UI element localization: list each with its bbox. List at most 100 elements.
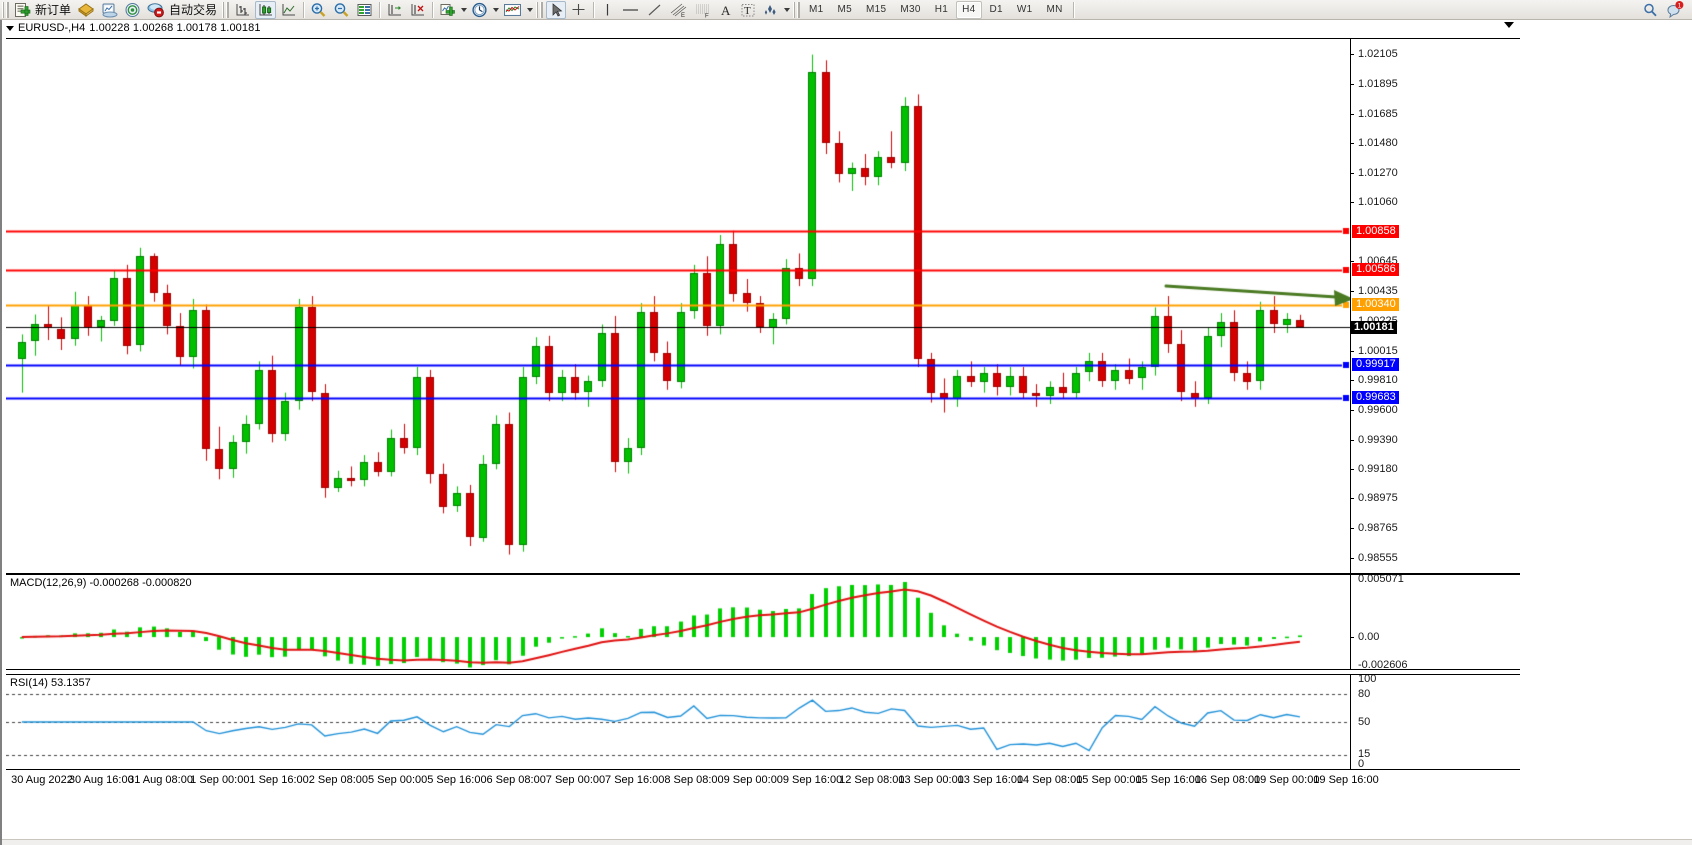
price-level-tag-last-price[interactable]: 1.00181 [1350, 320, 1397, 334]
macd-label: MACD(12,26,9) -0.000268 -0.000820 [10, 577, 192, 589]
crosshair-icon [572, 3, 585, 15]
chart-symbol-label: EURUSD-,H4 [18, 22, 86, 34]
price-level-tag-resistance[interactable]: 1.00586 [1352, 263, 1399, 277]
data-window-button[interactable] [354, 1, 375, 19]
line-chart-button[interactable] [278, 1, 299, 19]
chart-shift-icon [388, 3, 402, 15]
price-level-tag-resistance[interactable]: 1.00858 [1352, 224, 1399, 238]
candlestick-chart-icon [259, 3, 273, 15]
text-icon: T [741, 3, 755, 17]
signals-icon [125, 2, 140, 17]
trendline-button[interactable] [644, 1, 665, 19]
auto-scroll-icon [411, 3, 425, 15]
equidistant-channel-button[interactable]: E [667, 1, 690, 19]
time-tick: 8 Sep 08:00 [664, 774, 724, 786]
notification-count: 1 [1678, 3, 1682, 10]
autotrading-button[interactable] [145, 1, 167, 19]
rsi-axis[interactable]: 100 80 50 15 0 [1350, 675, 1520, 769]
chart-shift-button[interactable] [384, 1, 405, 19]
svg-text:F: F [705, 13, 709, 18]
price-canvas[interactable] [6, 39, 1350, 573]
toolbar-grip-3[interactable] [536, 1, 544, 18]
time-tick: 15 Sep 00:00 [1076, 774, 1142, 786]
timeframe-m5[interactable]: M5 [837, 4, 853, 15]
time-tick: 9 Sep 00:00 [723, 774, 783, 786]
timeframe-m30[interactable]: M30 [900, 4, 921, 15]
expert-advisor-button[interactable] [75, 1, 97, 19]
time-axis[interactable]: 30 Aug 2022 30 Aug 16:00 31 Aug 08:00 1 Sep… [6, 772, 1520, 790]
vertical-line-button[interactable] [598, 1, 617, 19]
text-button[interactable]: T [738, 1, 758, 19]
indicators-button[interactable] [437, 1, 458, 19]
rsi-canvas[interactable] [6, 675, 1350, 769]
time-tick: 7 Sep 16:00 [605, 774, 665, 786]
signals-button[interactable] [122, 1, 143, 19]
bar-chart-button[interactable] [232, 1, 253, 19]
timeframe-h4[interactable]: H4 [956, 0, 982, 19]
timeframe-d1[interactable]: D1 [989, 4, 1003, 15]
cursor-button[interactable] [546, 0, 567, 19]
new-order-icon [15, 2, 31, 17]
time-tick: 30 Aug 2022 [11, 774, 73, 786]
time-tick: 15 Sep 16:00 [1135, 774, 1201, 786]
indicators-dropdown-caret[interactable] [459, 8, 468, 12]
toolbar-grip[interactable] [2, 1, 9, 18]
macd-axis[interactable]: 0.005071 0.00 -0.002606 [1350, 575, 1520, 669]
timeframe-m1[interactable]: M1 [809, 4, 824, 15]
crosshair-button[interactable] [568, 1, 589, 19]
notification-icon: 1 [1667, 1, 1684, 18]
time-tick: 7 Sep 00:00 [545, 774, 606, 786]
new-order-label[interactable]: 新订单 [35, 2, 72, 17]
timeframe-mn[interactable]: MN [1046, 4, 1063, 15]
autotrading-icon [147, 2, 164, 17]
price-level-tag-support[interactable]: 0.99683 [1352, 391, 1399, 405]
macd-pane[interactable]: MACD(12,26,9) -0.000268 -0.000820 0.0050… [6, 574, 1520, 670]
timeframe-m15[interactable]: M15 [866, 4, 887, 15]
chart-ohlc-label: 1.00228 1.00268 1.00178 1.00181 [89, 22, 261, 34]
templates-button[interactable] [501, 1, 524, 19]
price-axis[interactable]: 1.02105 1.01895 1.01685 1.01480 1.01270 1.010… [1350, 39, 1520, 573]
auto-scroll-button[interactable] [407, 1, 428, 19]
chevron-down-icon[interactable] [6, 25, 14, 31]
notification-button[interactable]: 1 [1663, 1, 1686, 19]
text-label-button[interactable]: A [717, 1, 736, 19]
price-pane[interactable]: 1.02105 1.01895 1.01685 1.01480 1.01270 1.010… [6, 38, 1520, 574]
zoom-out-button[interactable] [331, 1, 352, 19]
templates-dropdown-caret[interactable] [525, 8, 534, 12]
fibonacci-icon: F [696, 4, 710, 18]
shapes-button[interactable] [760, 1, 781, 19]
period-dropdown-caret[interactable] [491, 8, 500, 12]
zoom-in-button[interactable] [308, 1, 329, 19]
cursor-icon [552, 2, 563, 16]
search-button[interactable] [1640, 1, 1661, 19]
toolbar-grip-2[interactable] [222, 1, 230, 18]
terminal-button[interactable] [99, 1, 120, 19]
svg-text:T: T [744, 5, 751, 17]
line-chart-icon [282, 3, 296, 15]
macd-canvas[interactable] [6, 575, 1350, 669]
chart-collapse-caret[interactable] [1504, 22, 1514, 28]
rsi-pane[interactable]: RSI(14) 53.1357 100 80 50 15 0 [6, 674, 1520, 770]
timeframe-h1[interactable]: H1 [934, 4, 949, 15]
time-tick: 19 Sep 16:00 [1313, 774, 1379, 786]
fibonacci-button[interactable]: F [692, 1, 715, 19]
toolbar-grip-4[interactable] [793, 1, 801, 18]
timeframe-w1[interactable]: W1 [1016, 4, 1033, 15]
auto-trading-label[interactable]: 自动交易 [169, 2, 218, 17]
bar-chart-icon [236, 3, 250, 15]
new-order-button[interactable] [12, 1, 33, 19]
svg-text:E: E [681, 13, 685, 18]
time-tick: 6 Sep 08:00 [486, 774, 546, 786]
equidistant-channel-icon: E [670, 3, 687, 18]
main-toolbar: 新订单 [0, 0, 1692, 20]
time-tick: 2 Sep 08:00 [308, 774, 369, 786]
candlestick-chart-button[interactable] [255, 0, 277, 19]
price-level-tag-pivot[interactable]: 1.00340 [1352, 298, 1399, 312]
price-level-tag-support[interactable]: 0.99917 [1352, 358, 1399, 372]
rsi-label: RSI(14) 53.1357 [10, 677, 91, 689]
period-button[interactable] [469, 1, 490, 19]
vertical-line-icon [606, 3, 609, 15]
shapes-dropdown-caret[interactable] [782, 8, 791, 12]
horizontal-line-button[interactable] [619, 1, 642, 19]
time-tick: 13 Sep 16:00 [957, 774, 1024, 786]
